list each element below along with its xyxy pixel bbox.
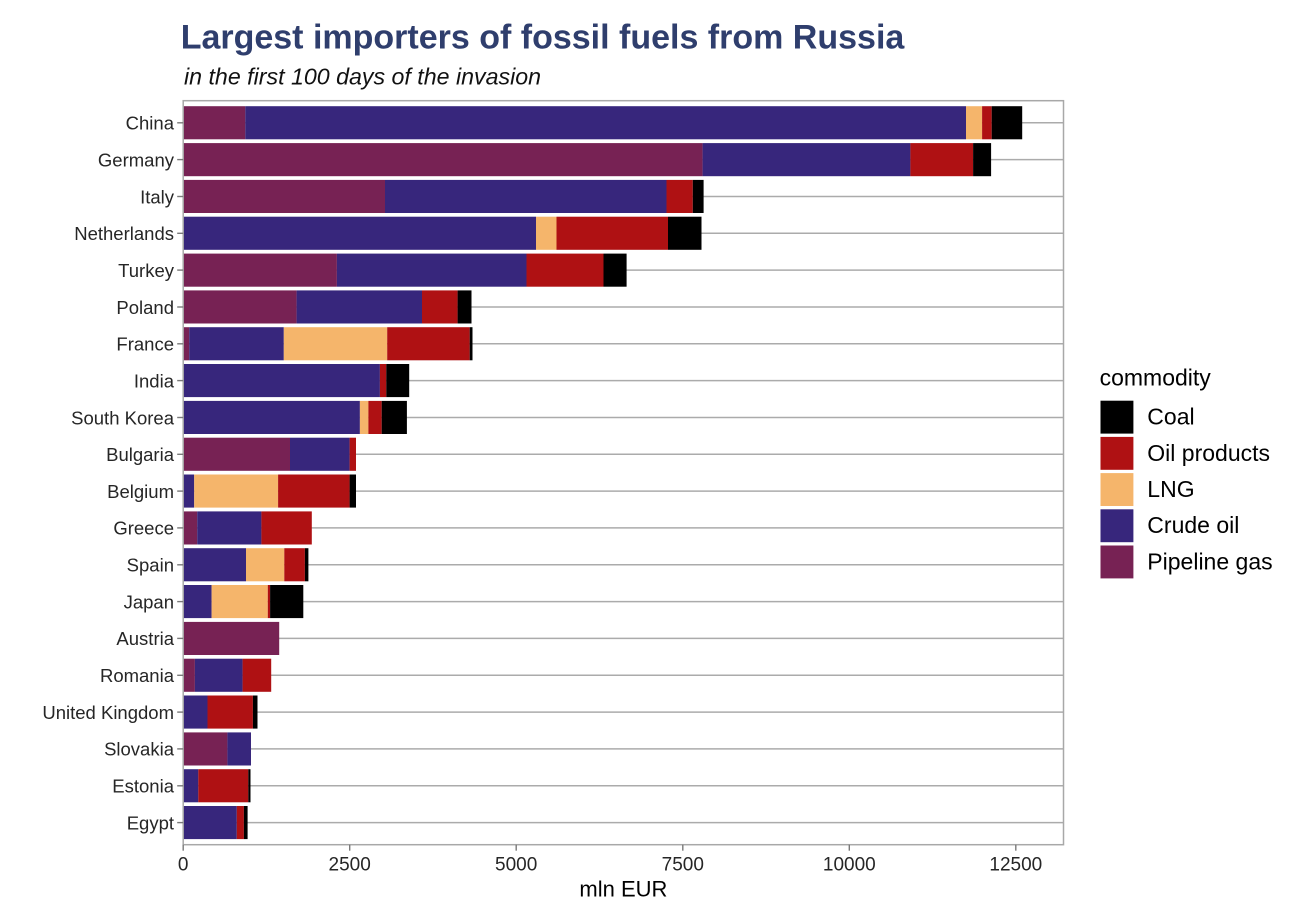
svg-text:Romania: Romania bbox=[100, 665, 175, 686]
svg-text:10000: 10000 bbox=[823, 854, 876, 875]
svg-text:India: India bbox=[134, 370, 175, 391]
svg-text:Netherlands: Netherlands bbox=[74, 223, 174, 244]
svg-text:Largest importers of fossil fu: Largest importers of fossil fuels from R… bbox=[181, 18, 906, 56]
svg-text:7500: 7500 bbox=[662, 854, 704, 875]
svg-text:United Kingdom: United Kingdom bbox=[42, 702, 174, 723]
svg-text:Slovakia: Slovakia bbox=[104, 739, 175, 760]
svg-text:China: China bbox=[126, 113, 175, 134]
svg-text:Pipeline gas: Pipeline gas bbox=[1147, 549, 1272, 575]
svg-text:Crude oil: Crude oil bbox=[1147, 512, 1239, 538]
svg-text:Belgium: Belgium bbox=[107, 481, 174, 502]
svg-text:Coal: Coal bbox=[1147, 404, 1194, 430]
svg-text:Austria: Austria bbox=[116, 628, 174, 649]
svg-text:Egypt: Egypt bbox=[127, 812, 174, 833]
svg-text:Oil products: Oil products bbox=[1147, 440, 1270, 466]
svg-text:Greece: Greece bbox=[113, 518, 174, 539]
svg-text:France: France bbox=[116, 334, 174, 355]
svg-text:5000: 5000 bbox=[495, 854, 537, 875]
svg-text:Turkey: Turkey bbox=[118, 260, 175, 281]
svg-text:Italy: Italy bbox=[140, 186, 175, 207]
svg-text:commodity: commodity bbox=[1100, 365, 1212, 391]
svg-text:Spain: Spain bbox=[127, 555, 174, 576]
svg-text:Japan: Japan bbox=[124, 591, 174, 612]
svg-text:Poland: Poland bbox=[116, 297, 174, 318]
svg-text:12500: 12500 bbox=[989, 854, 1042, 875]
svg-text:2500: 2500 bbox=[329, 854, 371, 875]
svg-text:South Korea: South Korea bbox=[71, 407, 175, 428]
svg-text:0: 0 bbox=[178, 854, 189, 875]
svg-text:in the first 100 days of the i: in the first 100 days of the invasion bbox=[184, 63, 541, 89]
svg-text:Bulgaria: Bulgaria bbox=[106, 444, 175, 465]
svg-text:LNG: LNG bbox=[1147, 476, 1194, 502]
svg-text:Estonia: Estonia bbox=[112, 776, 174, 797]
svg-text:mln EUR: mln EUR bbox=[579, 877, 667, 902]
svg-text:Germany: Germany bbox=[98, 149, 175, 170]
